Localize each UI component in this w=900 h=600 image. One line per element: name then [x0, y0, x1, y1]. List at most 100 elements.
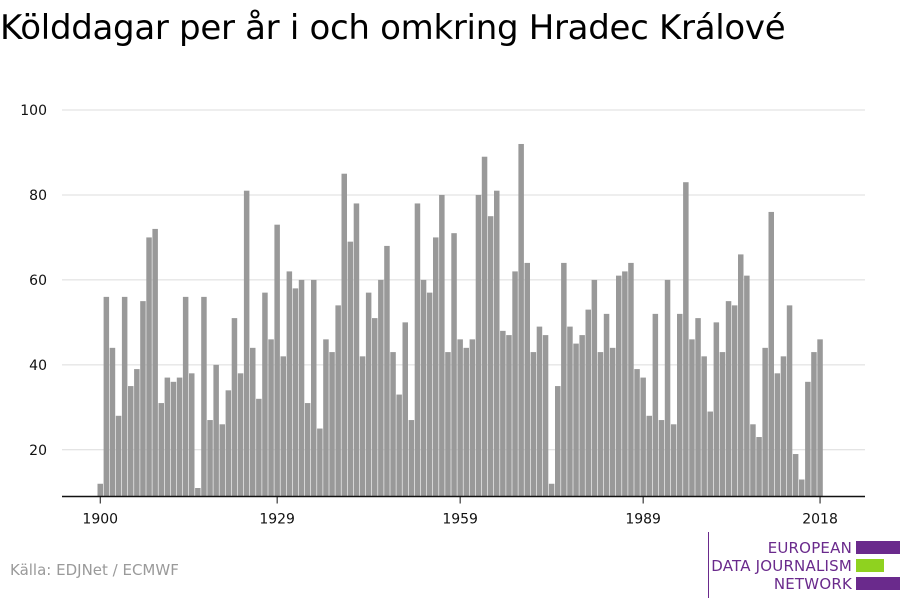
bar-1965: [494, 190, 500, 497]
bar-1959: [457, 339, 463, 497]
bar-1963: [481, 156, 488, 497]
bar-1991: [652, 313, 659, 497]
bar-1950: [402, 322, 408, 497]
bar-1946: [378, 279, 384, 497]
bar-1916: [195, 488, 201, 497]
logo-line-2: DATA JOURNALISM: [711, 557, 852, 575]
bar-1984: [609, 347, 616, 497]
bar-1927: [262, 292, 268, 497]
bar-1952: [414, 203, 421, 497]
bar-1922: [231, 318, 238, 497]
bar-1971: [530, 352, 537, 497]
bar-1923: [237, 373, 244, 497]
bar-1983: [603, 313, 610, 497]
bar-1964: [487, 216, 494, 497]
bar-2009: [762, 347, 768, 497]
bar-1907: [140, 301, 146, 497]
bar-2000: [707, 411, 713, 497]
bar-1949: [396, 394, 402, 497]
logo-line-3: NETWORK: [773, 575, 852, 593]
source-note: Källa: EDJNet / ECMWF: [10, 561, 179, 579]
x-tick-label: 1900: [82, 512, 118, 528]
bar-1988: [634, 369, 640, 497]
logo-bar-middle: [856, 559, 884, 572]
bar-1995: [677, 313, 683, 497]
bar-2001: [713, 322, 720, 497]
bar-1912: [170, 381, 177, 497]
bar-2003: [725, 301, 732, 497]
bar-1982: [597, 352, 604, 497]
bar-1951: [408, 420, 415, 497]
bar-2017: [811, 352, 817, 497]
bar-1933: [298, 279, 305, 497]
bar-1915: [189, 373, 195, 497]
bar-1929: [274, 224, 280, 497]
logo-bar-bottom: [856, 577, 900, 590]
bar-1947: [384, 245, 390, 497]
bar-1941: [347, 241, 354, 497]
bar-2014: [792, 454, 799, 497]
bar-1944: [365, 292, 372, 497]
bar-2015: [799, 479, 805, 497]
x-tick-label: 1989: [625, 512, 661, 528]
bar-1981: [591, 279, 598, 497]
bar-1918: [207, 420, 213, 497]
bar-1906: [134, 369, 140, 497]
bar-1958: [451, 233, 457, 497]
bar-1980: [585, 309, 591, 497]
bar-1961: [469, 339, 476, 497]
bar-1921: [225, 390, 232, 497]
bar-1902: [109, 347, 116, 497]
bar-1969: [518, 143, 524, 497]
bars: [97, 143, 823, 497]
bar-1905: [128, 386, 134, 497]
bar-1960: [463, 347, 469, 497]
bar-1978: [573, 343, 579, 497]
y-tick-label: 60: [29, 273, 47, 289]
bar-chart: 20 40 60 80 100 1900 1929 1959 1989 2018: [20, 103, 865, 528]
y-tick-label: 80: [29, 188, 47, 204]
bar-1968: [512, 271, 518, 497]
bar-1966: [500, 330, 506, 497]
y-tick-label: 100: [20, 103, 47, 119]
bar-1948: [390, 352, 396, 497]
bar-1910: [158, 403, 164, 497]
bar-1934: [304, 403, 311, 497]
bar-1986: [622, 271, 628, 497]
bar-1990: [646, 415, 652, 497]
bar-1954: [426, 292, 433, 497]
edjnet-logo: EUROPEAN DATA JOURNALISM NETWORK: [700, 532, 900, 598]
y-axis-ticks: 20 40 60 80 100: [20, 103, 47, 459]
bar-1994: [670, 424, 677, 497]
bar-2010: [768, 211, 774, 497]
y-tick-label: 40: [29, 358, 47, 374]
bar-1993: [664, 279, 671, 497]
bar-1976: [561, 262, 567, 497]
x-axis-ticks: 1900 1929 1959 1989 2018: [82, 496, 838, 528]
logo-bar-top: [856, 541, 900, 554]
bar-1909: [152, 228, 158, 497]
bar-1939: [335, 305, 341, 497]
bar-1901: [103, 296, 110, 497]
bar-1936: [317, 428, 323, 497]
bar-1979: [579, 335, 585, 497]
bar-1914: [182, 296, 189, 497]
bar-1955: [433, 237, 439, 497]
bar-1924: [243, 190, 250, 497]
bar-1938: [329, 352, 335, 497]
bar-2004: [731, 305, 738, 497]
bar-1999: [701, 356, 707, 497]
bar-1917: [201, 296, 207, 497]
bar-1935: [311, 279, 317, 497]
logo-line-1: EUROPEAN: [767, 539, 852, 557]
bar-1957: [445, 352, 451, 497]
bar-1926: [256, 398, 262, 497]
bar-1997: [689, 339, 695, 497]
bar-2006: [744, 275, 750, 497]
bar-2002: [719, 352, 726, 497]
bar-1920: [219, 424, 225, 497]
bar-1974: [548, 483, 555, 497]
bar-1913: [176, 377, 183, 497]
bar-1998: [695, 318, 701, 497]
bar-1943: [359, 356, 366, 497]
